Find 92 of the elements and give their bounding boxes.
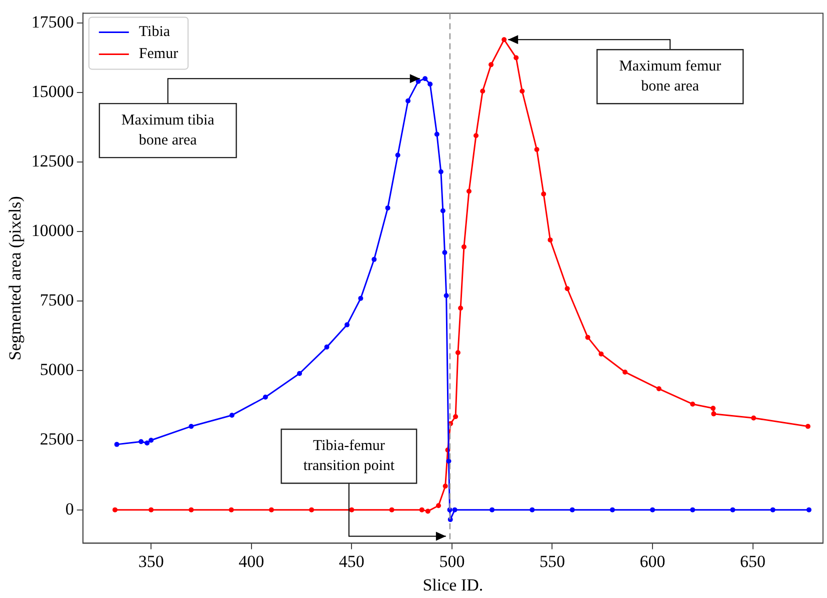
point (502, 37, 507, 42)
point (541, 192, 546, 197)
point (711, 411, 716, 416)
point (344, 322, 350, 328)
point (805, 424, 810, 429)
annotation: Maximum femur bone area (619, 58, 722, 95)
point (372, 256, 377, 262)
legend-label: Femur (138, 46, 178, 62)
point (461, 244, 466, 250)
point (598, 352, 604, 357)
y-tick-label: 7500 (40, 290, 74, 310)
point (514, 55, 519, 60)
x-tick-label: 450 (338, 552, 364, 571)
point (458, 306, 464, 311)
point (434, 132, 440, 137)
point (480, 88, 486, 94)
point (534, 147, 540, 152)
y-tick-label: 5000 (40, 360, 74, 380)
point (144, 440, 150, 446)
point (453, 414, 458, 420)
point (564, 286, 570, 292)
point (548, 237, 553, 242)
point (395, 152, 400, 158)
y-tick-label: 15000 (31, 82, 74, 101)
point (406, 98, 411, 104)
point (610, 507, 615, 512)
point (268, 507, 274, 512)
point (442, 484, 448, 489)
point (530, 507, 535, 512)
point (466, 188, 472, 194)
point (436, 503, 442, 508)
point (656, 386, 662, 392)
point (262, 394, 268, 400)
point (188, 424, 194, 429)
point (650, 507, 656, 512)
legend-label: Tibia (138, 24, 170, 40)
point (148, 438, 154, 443)
point (488, 62, 494, 68)
x-axis-title: Slice ID. (422, 575, 484, 594)
point (710, 406, 716, 411)
point (442, 250, 448, 255)
point (455, 350, 460, 356)
annotation: Tibia-femur transition point (303, 438, 396, 474)
point (452, 507, 458, 512)
point (309, 507, 314, 512)
y-tick-label: 2500 (40, 430, 74, 449)
point (690, 402, 696, 407)
x-tick-label: 500 (439, 552, 465, 571)
point (228, 507, 234, 512)
point (446, 458, 452, 464)
point (770, 507, 776, 512)
point (444, 293, 449, 298)
point (297, 370, 302, 376)
y-tick-label: 17500 (31, 12, 74, 32)
point (428, 82, 433, 87)
point (229, 412, 234, 418)
annotation: Maximum tibia bone area (121, 112, 215, 149)
point (138, 439, 144, 444)
x-tick-label: 600 (640, 552, 666, 571)
point (622, 370, 628, 375)
point (385, 205, 390, 210)
y-tick-label: 10000 (31, 221, 74, 240)
point (751, 416, 756, 421)
y-tick-label: 12500 (31, 152, 74, 171)
point (730, 507, 736, 512)
point (148, 507, 154, 512)
point (114, 442, 120, 447)
point (112, 507, 118, 512)
point (349, 507, 354, 512)
x-tick-label: 400 (238, 552, 264, 571)
point (358, 296, 364, 301)
point (690, 507, 696, 512)
y-tick-label: 0 (65, 499, 74, 518)
point (422, 76, 428, 82)
point (425, 508, 430, 514)
point (585, 334, 590, 340)
point (474, 133, 479, 138)
point (416, 78, 421, 84)
x-tick-label: 550 (539, 552, 565, 571)
point (490, 507, 495, 512)
point (438, 169, 444, 174)
point (570, 507, 575, 512)
point (389, 507, 394, 512)
point (806, 507, 812, 512)
point (419, 507, 424, 512)
point (520, 88, 525, 94)
point (440, 208, 446, 214)
x-tick-label: 650 (740, 552, 766, 571)
point (324, 344, 330, 350)
y-axis-title: Segmented area (pixels) (6, 196, 25, 360)
x-tick-label: 350 (138, 552, 164, 571)
point (188, 507, 194, 512)
